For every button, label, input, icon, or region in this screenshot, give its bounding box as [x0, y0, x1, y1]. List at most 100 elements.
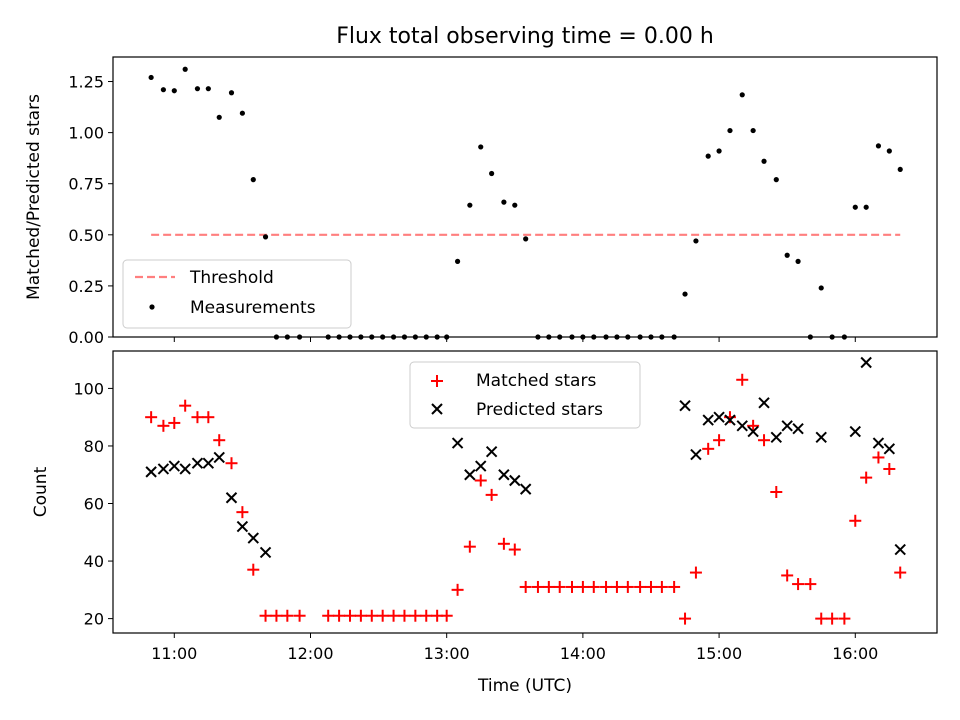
matched-star-point: [387, 609, 400, 622]
matched-star-point: [145, 411, 158, 424]
measurement-point: [693, 238, 699, 244]
predicted-stars-points: [145, 356, 906, 559]
predicted-star-point: [724, 414, 736, 426]
predicted-star-point: [883, 443, 896, 455]
measurement-point: [512, 202, 518, 208]
matched-star-point: [679, 612, 692, 625]
count-y-axis: 20 40 60 80 100: [73, 379, 113, 629]
matched-star-point: [576, 580, 589, 593]
matched-star-point: [770, 486, 783, 498]
ratio-x-ticks: [173, 337, 856, 342]
predicted-star-point: [213, 451, 225, 464]
predicted-star-point: [179, 463, 191, 475]
predicted-star-point: [736, 420, 748, 432]
matched-star-point: [689, 566, 702, 579]
matched-star-point: [451, 583, 464, 596]
matched-star-point: [179, 399, 192, 412]
matched-star-point: [474, 474, 487, 487]
matched-star-point: [655, 580, 668, 593]
legend-predicted-label: Predicted stars: [476, 400, 603, 420]
matched-star-point: [398, 609, 411, 622]
ratio-panel-frame: [112, 56, 938, 338]
measurement-point: [761, 158, 767, 164]
measurement-point: [239, 110, 245, 116]
matched-star-point: [610, 580, 623, 593]
matched-star-point: [849, 514, 862, 527]
ratio-ytick-label: 0.75: [68, 175, 104, 194]
ratio-ytick-label: 0.00: [68, 328, 104, 347]
matched-star-point: [668, 580, 681, 593]
predicted-star-point: [679, 399, 691, 412]
predicted-star-point: [519, 483, 532, 495]
matched-star-point: [202, 411, 215, 424]
legend-matched-swatch: [431, 375, 443, 387]
measurement-point: [705, 153, 711, 159]
measurement-point: [216, 114, 222, 120]
measurement-point: [160, 87, 166, 93]
legend-matched-label: Matched stars: [476, 371, 596, 391]
matched-star-point: [804, 578, 817, 591]
matched-star-point: [758, 434, 771, 447]
predicted-star-point: [202, 457, 215, 469]
chart-title: Flux total observing time = 0.00 h: [336, 24, 714, 49]
count-xtick-label: 12:00: [287, 644, 333, 663]
matched-star-point: [815, 612, 828, 625]
matched-star-point: [420, 609, 433, 622]
matched-star-point: [747, 419, 760, 432]
ratio-panel: 0.00 0.25 0.50 0.75 1.00 1.25 Matched/Predict…: [24, 56, 938, 347]
matched-star-point: [600, 580, 613, 593]
predicted-star-point: [157, 463, 170, 475]
count-xtick-label: 15:00: [696, 644, 742, 663]
count-y-axis-label: Count: [31, 466, 51, 517]
predicted-star-point: [747, 425, 759, 438]
legend-measurements-swatch: [149, 304, 155, 310]
count-xtick-label: 14:00: [560, 644, 606, 663]
measurement-point: [467, 202, 473, 208]
count-legend-box: [409, 361, 641, 429]
matched-star-point: [702, 442, 715, 455]
ratio-ytick-label: 1.25: [68, 73, 104, 92]
matched-star-point: [838, 612, 851, 625]
matched-star-point: [542, 580, 555, 593]
matched-star-point: [236, 506, 249, 519]
matched-star-point: [270, 609, 283, 622]
predicted-star-point: [690, 448, 702, 461]
predicted-star-point: [894, 543, 906, 556]
matched-star-point: [508, 543, 521, 556]
matched-star-point: [634, 580, 647, 593]
predicted-star-point: [475, 460, 487, 472]
predicted-star-point: [247, 532, 259, 544]
measurement-point: [501, 199, 507, 205]
measurement-point: [897, 166, 903, 173]
matched-star-point: [376, 609, 389, 622]
predicted-star-point: [485, 446, 498, 458]
matched-star-point: [409, 609, 422, 622]
measurement-point: [716, 148, 722, 154]
measurement-point: [784, 252, 790, 258]
matched-star-point: [259, 609, 272, 622]
measurement-point: [739, 92, 745, 98]
matched-star-point: [713, 434, 726, 447]
measurement-point: [250, 177, 256, 183]
measurement-point: [171, 88, 177, 94]
measurement-point: [727, 127, 733, 134]
predicted-star-point: [713, 411, 725, 423]
matched-star-point: [440, 609, 453, 622]
measurement-point: [795, 258, 801, 264]
predicted-star-point: [792, 422, 804, 435]
matched-star-point: [826, 612, 839, 625]
count-legend: Matched stars Predicted stars: [409, 361, 641, 429]
measurement-point: [228, 90, 235, 96]
predicted-star-point: [860, 356, 872, 369]
measurement-point: [182, 66, 188, 72]
matched-star-point: [872, 451, 885, 464]
matched-star-point: [894, 566, 907, 579]
matched-star-point: [860, 471, 873, 484]
ratio-ytick-label: 0.50: [68, 226, 104, 245]
ratio-legend: Threshold Measurements: [122, 259, 352, 329]
count-ytick-label: 20: [84, 610, 104, 629]
matched-star-point: [168, 416, 181, 429]
ratio-y-axis: 0.00 0.25 0.50 0.75 1.00 1.25: [68, 73, 113, 347]
count-panel-frame: [112, 350, 938, 634]
